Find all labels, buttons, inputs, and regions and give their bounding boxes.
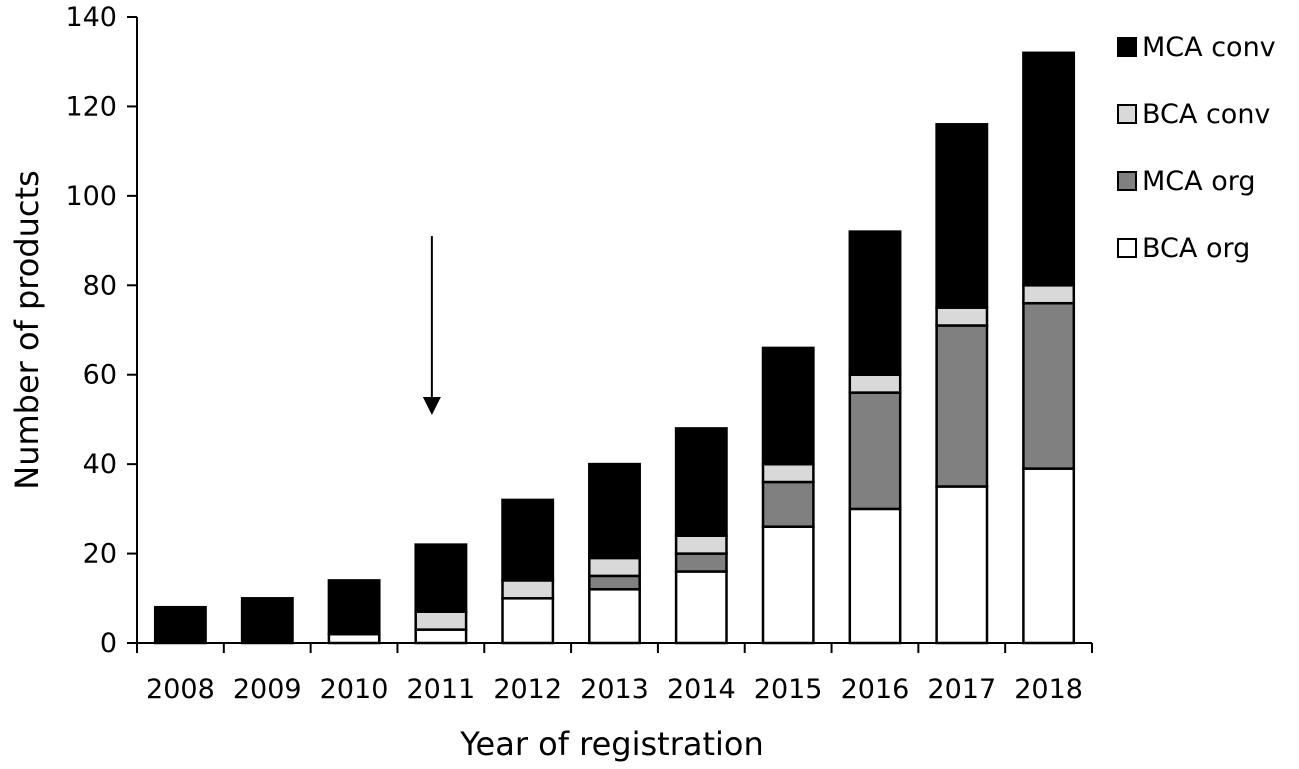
bar-2014-bca-conv — [674, 534, 728, 555]
x-tick-label: 2017 — [927, 674, 996, 705]
x-tick-label: 2012 — [493, 674, 562, 705]
legend-swatch — [1117, 238, 1137, 258]
bar-2013-mca-org — [588, 574, 641, 591]
y-tick-label: 100 — [65, 181, 117, 212]
bar-2018-bca-org — [1022, 467, 1076, 645]
bar-2016-bca-org — [848, 507, 902, 645]
bar-2015-mca-org — [761, 480, 815, 528]
x-tick-label: 2016 — [841, 674, 910, 705]
axes-group — [136, 17, 1092, 644]
x-tick-label: 2018 — [1014, 674, 1083, 705]
x-tick-label: 2015 — [754, 674, 823, 705]
y-axis-title: Number of products — [8, 170, 46, 489]
legend-swatch — [1117, 104, 1137, 124]
bar-2014-mca-org — [674, 552, 728, 573]
bar-2018-mca-org — [1022, 301, 1076, 470]
x-tick-label: 2009 — [233, 674, 302, 705]
x-axis-title: Year of registration — [459, 725, 764, 763]
y-tick-label: 20 — [83, 539, 117, 570]
x-tick-label: 2013 — [580, 674, 649, 705]
bar-2010-mca-conv — [327, 579, 381, 636]
ticks-group: 0 20 40 60 80 100 120 140 2008 2009 2010 2011 2012 20… — [65, 2, 1093, 705]
legend-label: MCA conv — [1142, 32, 1276, 63]
bars-group — [153, 51, 1076, 645]
bar-2018-bca-conv — [1022, 284, 1076, 305]
bar-2017-bca-conv — [935, 306, 989, 327]
bar-2015-bca-conv — [761, 462, 815, 484]
bar-2013-bca-org — [588, 588, 641, 645]
bar-2016-mca-org — [848, 391, 902, 511]
bar-2017-mca-conv — [935, 123, 989, 309]
legend-label: BCA conv — [1142, 99, 1270, 130]
y-tick-label: 120 — [65, 91, 117, 122]
x-tick-label: 2010 — [320, 674, 389, 705]
bar-2011-bca-conv — [414, 610, 468, 631]
bar-2009-mca-conv — [240, 597, 294, 645]
bar-2012-bca-conv — [501, 579, 555, 600]
annotations-group — [422, 236, 441, 415]
y-tick-label: 60 — [83, 360, 117, 391]
bar-2017-mca-org — [935, 324, 989, 488]
bar-2010-bca-org — [327, 632, 381, 645]
legend-swatch — [1117, 171, 1137, 191]
bar-2015-mca-conv — [761, 346, 815, 466]
bar-2014-bca-org — [674, 570, 728, 645]
y-tick-label: 80 — [83, 270, 117, 301]
bar-2013-mca-conv — [588, 462, 641, 560]
bar-2014-mca-conv — [674, 427, 728, 537]
legend-label: BCA org — [1142, 233, 1250, 264]
y-tick-label: 140 — [65, 2, 117, 33]
bar-2017-bca-org — [935, 485, 989, 645]
x-tick-label: 2011 — [407, 674, 476, 705]
x-tick-label: 2014 — [667, 674, 736, 705]
y-tick-label: 40 — [83, 449, 117, 480]
bar-2015-bca-org — [761, 525, 815, 645]
bar-2013-bca-conv — [588, 556, 641, 578]
x-tick-label: 2008 — [146, 674, 215, 705]
bar-2012-bca-org — [501, 597, 555, 645]
bar-2016-bca-conv — [848, 373, 902, 394]
legend: MCA conv BCA conv MCA org BCA org — [1117, 32, 1276, 264]
bar-2016-mca-conv — [848, 230, 902, 376]
y-tick-label: 0 — [100, 628, 117, 659]
legend-label: MCA org — [1142, 166, 1255, 197]
bar-2011-bca-org — [414, 628, 468, 645]
bar-2011-mca-conv — [414, 543, 468, 613]
bar-2008-mca-conv — [153, 605, 207, 645]
bar-2012-mca-conv — [501, 498, 555, 582]
annotation-arrow-head — [422, 396, 441, 415]
legend-swatch — [1117, 37, 1137, 57]
bar-2018-mca-conv — [1022, 51, 1076, 287]
